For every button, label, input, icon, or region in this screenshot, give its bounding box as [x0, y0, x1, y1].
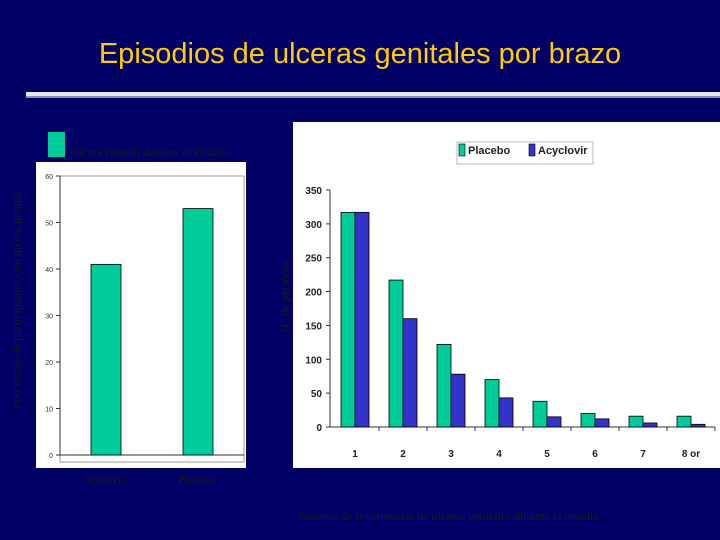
left-y-tick-label: 60 [45, 174, 53, 181]
right-y-tick-label: 350 [305, 186, 322, 197]
right-y-tick-label: 150 [305, 321, 322, 332]
right-bar-acyclovir-1 [354, 211, 370, 428]
left-y-tick-label: 0 [49, 453, 53, 460]
right-y-tick-label: 50 [311, 389, 323, 400]
right-legend-label-placebo: Placebo [468, 145, 510, 157]
right-bars: 1 2 3 4 5 6 7 8 or [340, 211, 716, 460]
legend-swatch-genital-ulcer [48, 132, 65, 157]
right-x-tick-label: 3 [448, 449, 454, 460]
right-legend-label-acyclovir: Acyclovir [538, 145, 588, 157]
right-y-tick-label: 300 [305, 220, 322, 231]
right-x-axis-label: Numero de recurrencias de ulceras genita… [298, 509, 600, 523]
right-bar-placebo-7 [628, 415, 644, 428]
right-y-tick-label: 0 [316, 423, 322, 434]
right-bar-acyclovir-8 [690, 423, 706, 428]
legend-label-genital-ulcer: Ulcera Genital durante el estudio [70, 145, 229, 159]
right-x-tick-label: 1 [352, 449, 358, 460]
left-y-axis-label: Porcentaje de participantes con ulcera g… [9, 191, 24, 409]
left-category-label: Aciclovir [83, 474, 125, 486]
right-bar-placebo-3 [436, 343, 452, 428]
title-divider [26, 92, 720, 96]
right-bar-placebo-8 [676, 415, 692, 428]
left-bars [90, 208, 214, 456]
right-bar-placebo-6 [580, 413, 596, 428]
left-chart-background [36, 162, 246, 468]
right-bar-placebo-1 [340, 211, 356, 428]
right-bar-placebo-5 [532, 400, 548, 428]
right-y-tick-label: 250 [305, 254, 322, 265]
right-y-tick-label: 100 [305, 355, 322, 366]
left-y-tick-label: 50 [45, 221, 53, 228]
left-category-label: Placebo [178, 474, 214, 486]
right-x-tick-label: 7 [640, 449, 646, 460]
left-bar-chart: 0 10 20 30 40 50 60 [36, 162, 246, 468]
left-bar-placebo [182, 208, 214, 456]
slide-title: Episodios de ulceras genitales por brazo [98, 38, 622, 70]
right-y-tick-label: 200 [305, 288, 322, 299]
right-y-axis-label: N° de personas [277, 259, 292, 333]
right-bar-acyclovir-5 [546, 416, 562, 428]
right-bar-acyclovir-2 [402, 318, 418, 428]
right-legend-swatch-placebo [458, 143, 466, 157]
right-y-ticks: 0 50 100 150 200 250 300 350 [305, 186, 330, 434]
right-legend: Placebo Acyclovir [456, 141, 594, 165]
right-legend-swatch-acyclovir [528, 143, 536, 157]
right-bar-acyclovir-6 [594, 418, 610, 428]
left-y-tick-label: 20 [45, 360, 53, 367]
right-legend-box [456, 141, 594, 165]
left-y-tick-label: 40 [45, 267, 53, 274]
right-bar-acyclovir-4 [498, 397, 514, 428]
title-divider-shadow [26, 96, 720, 98]
right-x-tick-label: 5 [544, 449, 550, 460]
right-x-tick-label: 6 [592, 449, 598, 460]
right-bar-placebo-4 [484, 379, 500, 428]
right-bar-acyclovir-3 [450, 373, 466, 428]
right-x-tick-label: 8 or [682, 449, 700, 460]
right-bar-acyclovir-7 [642, 422, 658, 428]
right-bar-chart: 0 50 100 150 200 250 300 350 1 2 3 4 5 6 7 8 or Placeb… [293, 122, 720, 468]
right-bar-placebo-2 [388, 279, 404, 428]
left-bar-aciclovir [90, 263, 122, 456]
right-x-tick-label: 4 [496, 449, 502, 460]
left-y-ticks: 0 10 20 30 40 50 60 [45, 174, 60, 460]
left-y-tick-label: 10 [45, 407, 53, 414]
right-x-tick-label: 2 [400, 449, 406, 460]
left-y-tick-label: 30 [45, 314, 53, 321]
